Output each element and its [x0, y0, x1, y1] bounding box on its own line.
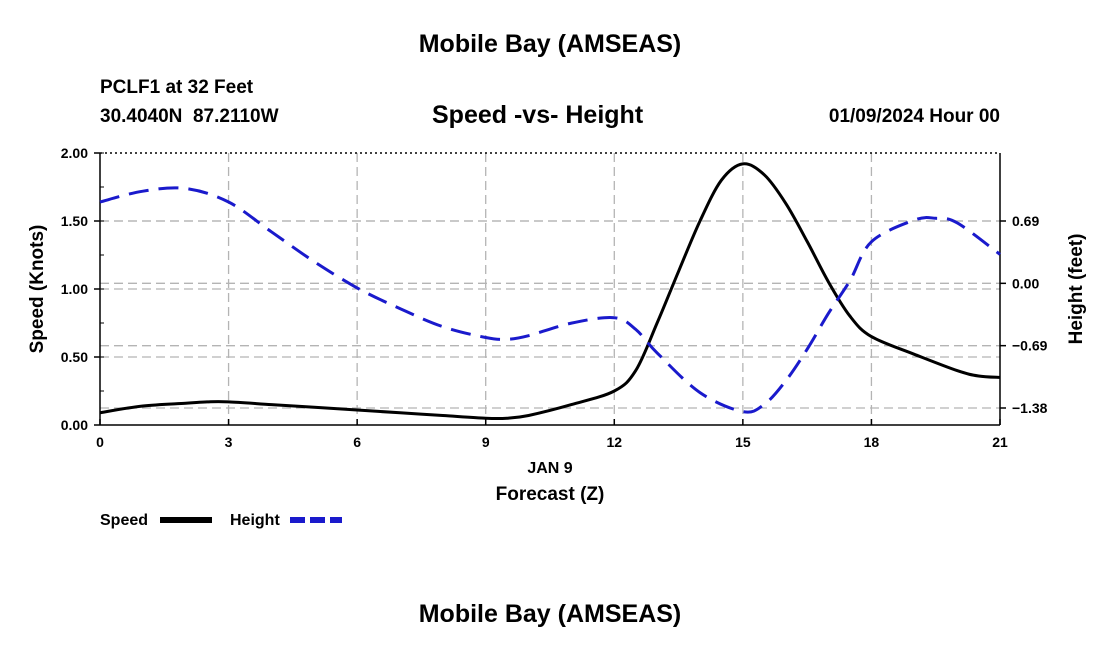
speed-series-line	[99, 162, 1001, 421]
y2-axis-label: Height (feet)	[1066, 234, 1087, 345]
y2-tick-label: 0.69	[1012, 213, 1039, 229]
y-tick-label: 0.50	[61, 349, 88, 365]
y-axis-label: Speed (Knots)	[27, 225, 48, 354]
x-tick-label: 6	[353, 434, 361, 450]
title-bottom: Mobile Bay (AMSEAS)	[418, 600, 682, 628]
x-tick-label: 9	[482, 434, 490, 450]
y-tick-label: 1.00	[61, 281, 88, 297]
legend-height-label: Height	[230, 512, 280, 529]
legend-speed-label: Speed	[100, 512, 148, 529]
station-coordinates: 30.4040N 87.2110W	[100, 106, 279, 127]
height-series-line	[99, 186, 1001, 414]
forecast-run-time: 01/09/2024 Hour 00	[828, 106, 1000, 127]
x-tick-label: 18	[864, 434, 880, 450]
title-top: Mobile Bay (AMSEAS)	[418, 30, 682, 58]
x-axis-sublabel: JAN 9	[527, 460, 572, 477]
y2-tick-label: 0.00	[1012, 275, 1039, 291]
x-tick-label: 15	[735, 434, 751, 450]
x-axis-label: Forecast (Z)	[496, 484, 605, 505]
y2-tick-label: −0.69	[1012, 338, 1048, 354]
x-tick-label: 21	[992, 434, 1008, 450]
y-tick-label: 2.00	[61, 145, 88, 161]
chart-title: Speed -vs- Height	[432, 101, 644, 129]
station-name: PCLF1 at 32 Feet	[100, 77, 254, 98]
x-tick-label: 12	[606, 434, 622, 450]
y-tick-label: 1.50	[61, 213, 88, 229]
y2-tick-label: −1.38	[1012, 400, 1048, 416]
x-tick-label: 3	[225, 434, 233, 450]
y-tick-label: 0.00	[61, 417, 88, 433]
x-tick-label: 0	[96, 434, 104, 450]
